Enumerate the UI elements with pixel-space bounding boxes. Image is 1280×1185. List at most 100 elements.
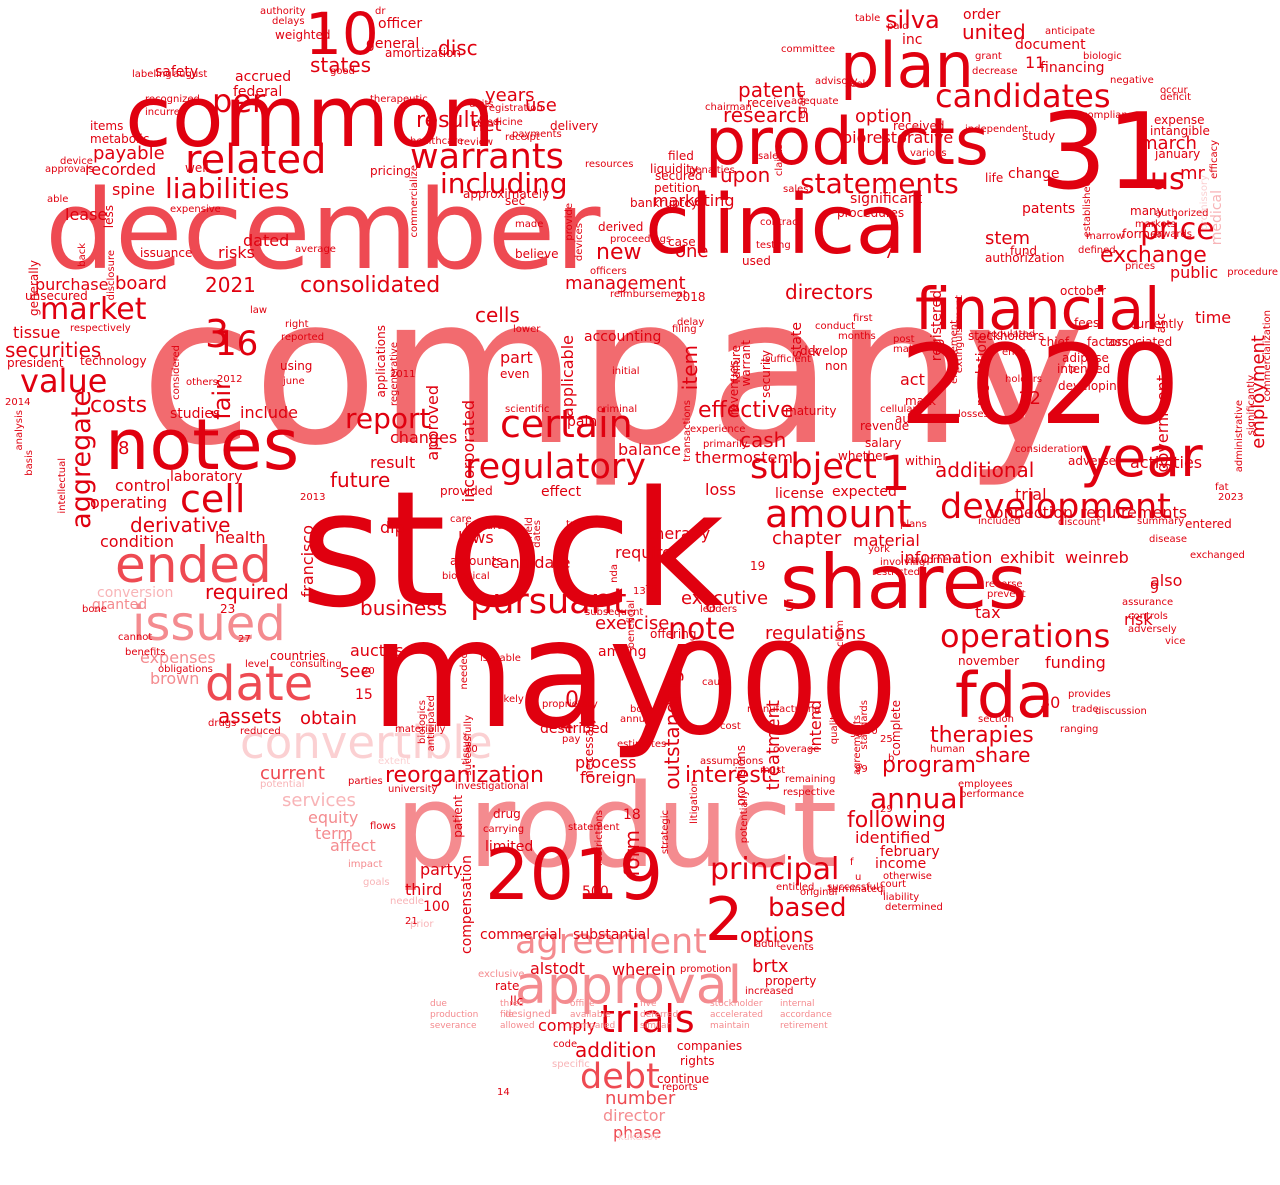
cloud-word: include: [240, 403, 298, 422]
cloud-word: good: [330, 66, 355, 77]
cloud-word: intended: [1057, 362, 1111, 376]
cloud-word: file: [500, 1010, 514, 1020]
cloud-word: entered: [1185, 517, 1232, 531]
cloud-word: specific: [552, 1059, 590, 1070]
cloud-word: forward: [465, 521, 504, 532]
cloud-word: share: [975, 743, 1031, 767]
cloud-word: issuance: [140, 246, 193, 260]
cloud-word: negative: [1110, 75, 1154, 86]
cloud-word: one: [675, 241, 709, 262]
cloud-word: obligations: [158, 664, 213, 675]
cloud-word: including: [440, 167, 568, 200]
cloud-word: maturity: [785, 404, 837, 418]
cloud-word: described: [540, 721, 609, 737]
cloud-word: 25: [880, 734, 893, 745]
cloud-word: received: [893, 119, 945, 133]
cloud-word: issued: [132, 596, 286, 652]
cloud-word: make: [893, 344, 921, 355]
cloud-word: various: [910, 148, 947, 159]
cloud-word: francisco: [298, 525, 317, 598]
cloud-word: reduced: [240, 726, 281, 737]
cloud-word: year: [1080, 425, 1203, 489]
cloud-word: compared: [570, 1021, 616, 1031]
cloud-word: party: [420, 860, 463, 879]
cloud-word: affect: [330, 836, 376, 855]
cloud-word: 10: [305, 0, 379, 68]
cloud-word: federal: [233, 84, 283, 100]
cloud-word: unsecured: [25, 289, 88, 303]
cloud-word: operating: [90, 493, 168, 512]
cloud-word: accordance: [780, 1010, 832, 1020]
cloud-word: funding: [1045, 653, 1106, 672]
cloud-word: notes: [105, 404, 300, 486]
cloud-word: brtx: [752, 956, 789, 977]
cloud-word: incurred: [145, 107, 187, 118]
cloud-word: post: [893, 334, 915, 345]
cloud-word: k: [812, 344, 821, 360]
cloud-word: reimbursement: [610, 289, 687, 300]
cloud-word: consideration: [1015, 444, 1083, 455]
cloud-word: 23: [220, 602, 236, 616]
cloud-word: cell: [180, 477, 246, 521]
cloud-word: research: [723, 103, 810, 127]
cloud-word: potential: [260, 779, 305, 790]
cloud-word: value: [20, 362, 108, 400]
cloud-word: drugs: [208, 718, 237, 729]
cloud-word: brown: [150, 669, 200, 688]
cloud-word: increased: [745, 986, 794, 997]
cloud-word: employees: [958, 779, 1013, 790]
cloud-word: control: [115, 476, 171, 495]
cloud-word: comply: [538, 1016, 597, 1035]
cloud-word: coverage: [773, 744, 820, 755]
cloud-word: respectively: [70, 323, 131, 334]
cloud-word: three: [500, 999, 524, 1009]
cloud-word: conversion: [97, 585, 174, 601]
cloud-word: president: [7, 356, 64, 370]
cloud-word: regulations: [765, 623, 866, 644]
cloud-word: costs: [90, 393, 148, 418]
cloud-word: board: [115, 273, 167, 294]
cloud-word: production: [430, 1010, 479, 1020]
cloud-word: available: [570, 1010, 611, 1020]
cloud-word: 2013: [300, 492, 326, 503]
cloud-word: made: [515, 219, 544, 230]
cloud-word: efficacy: [1209, 140, 1220, 179]
cloud-word: technology: [80, 354, 147, 368]
cloud-word: process: [575, 753, 637, 772]
cloud-word: management: [565, 273, 686, 294]
cloud-word: currently: [1130, 317, 1184, 331]
cloud-word: property: [765, 974, 817, 988]
cloud-word: consolidated: [300, 273, 441, 298]
cloud-word: impact: [348, 859, 383, 870]
cloud-word: interest: [685, 763, 770, 788]
cloud-word: allowed: [500, 1021, 535, 1031]
cloud-word: following: [847, 808, 946, 833]
cloud-word: accrued: [235, 69, 292, 85]
cloud-word: march: [1140, 133, 1197, 154]
cloud-word: mr: [1180, 163, 1205, 184]
cloud-word: silva: [885, 6, 940, 34]
cloud-word: nda: [609, 564, 620, 583]
cloud-word: janu­ary: [1155, 147, 1201, 161]
cloud-word: tissue: [13, 323, 61, 342]
cloud-word: auctus: [350, 641, 404, 660]
cloud-word: regulated: [987, 329, 1036, 340]
cloud-word: maintain: [710, 1021, 750, 1031]
cloud-word: financing: [1040, 60, 1105, 76]
cloud-word: based: [768, 893, 847, 923]
cloud-word: liability: [883, 892, 920, 903]
cloud-word: b: [888, 753, 895, 764]
cloud-word: 7: [884, 243, 895, 262]
cloud-word: disc: [438, 36, 478, 60]
cloud-word: phase: [613, 1123, 662, 1142]
cloud-word: dr: [375, 6, 386, 17]
cloud-word: events: [780, 942, 814, 953]
cloud-word: december: [45, 166, 601, 294]
cloud-word: parties: [348, 776, 383, 787]
cloud-word: within: [905, 454, 942, 468]
cloud-word: must: [760, 765, 786, 776]
cloud-word: tissue: [461, 735, 472, 765]
cloud-word: amortization: [385, 46, 461, 60]
cloud-word: statement: [568, 822, 620, 833]
cloud-word: deferred: [640, 1010, 679, 1020]
